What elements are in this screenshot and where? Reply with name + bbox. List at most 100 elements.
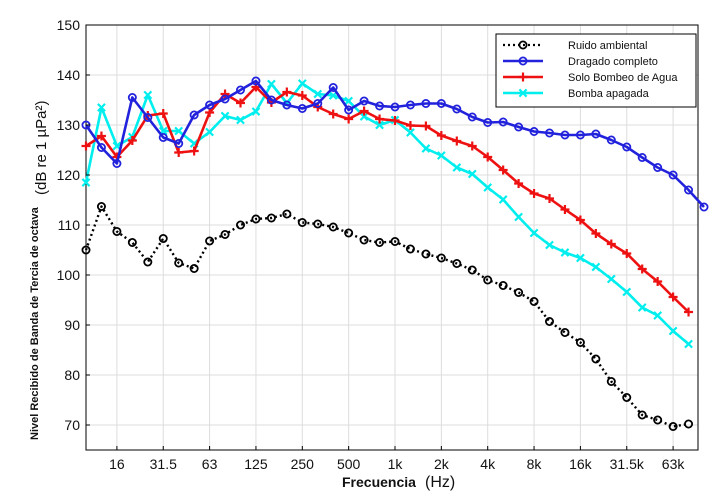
data-point: [344, 228, 354, 238]
legend-box: [495, 33, 697, 108]
x-tick-labels: 16 31.5 63 125 250 500 1k 2k 4k 8k 16k 31.5k 63k: [109, 446, 685, 472]
data-point: [576, 253, 585, 263]
data-point: [467, 112, 477, 122]
y-tick-label: 150: [57, 17, 81, 33]
data-point: [205, 100, 215, 110]
data-point: [529, 228, 539, 238]
x-tick-label: 8k: [527, 456, 543, 472]
data-point: [452, 258, 462, 268]
legend-marker: [518, 56, 528, 66]
data-point: [235, 220, 245, 230]
data-point: [575, 337, 585, 347]
data-point: [575, 215, 585, 225]
data-point: [483, 152, 493, 162]
data-point: [297, 91, 307, 100]
data-point: [174, 138, 184, 148]
data-point: [622, 392, 632, 402]
data-point: [668, 292, 678, 302]
data-point: [684, 339, 693, 349]
data-point: [545, 128, 555, 138]
data-point: [452, 104, 462, 114]
data-point: [606, 274, 616, 284]
legend: Ruido ambiental Dragado completo Solo Bomb…: [495, 33, 697, 108]
data-point: [622, 142, 632, 152]
data-point: [81, 178, 91, 187]
data-point: [344, 114, 354, 124]
data-point: [189, 110, 199, 120]
data-point: [344, 96, 354, 106]
y-tick-label: 130: [57, 117, 81, 133]
data-point: [112, 226, 122, 236]
data-point: [375, 114, 385, 124]
data-point: [560, 205, 570, 214]
data-point: [266, 213, 276, 223]
data-point: [653, 415, 663, 425]
data-point: [575, 130, 585, 140]
data-point: [467, 141, 477, 151]
data-point: [529, 189, 539, 198]
x-tick-label: 31.5: [150, 456, 177, 472]
data-point: [498, 117, 508, 127]
x-tick-label: 4k: [480, 456, 496, 472]
data-point: [514, 122, 524, 132]
y-tick-label: 110: [58, 217, 81, 233]
data-point: [174, 126, 184, 136]
data-point: [220, 229, 230, 239]
data-point: [514, 287, 524, 297]
data-point: [375, 101, 385, 111]
y-axis-unit: (dB re 1 µPa²): [33, 100, 50, 195]
data-point: [498, 165, 508, 175]
data-point: [328, 83, 338, 93]
legend-entry: Solo Bombeo de Agua: [568, 72, 678, 84]
data-point: [436, 151, 446, 160]
legend-entry: Ruido ambiental: [568, 40, 648, 52]
data-point: [390, 102, 400, 112]
data-point: [699, 202, 709, 212]
data-point: [560, 327, 570, 337]
data-point: [220, 89, 230, 99]
data-point: [421, 121, 431, 131]
data-point: [189, 263, 199, 273]
data-point: [282, 209, 292, 219]
data-point: [174, 148, 184, 157]
legend-entry: Bomba apagada: [568, 88, 650, 100]
data-point: [96, 142, 106, 152]
data-point: [174, 258, 184, 268]
data-point: [684, 419, 694, 429]
data-point: [235, 85, 245, 95]
data-point: [220, 94, 230, 104]
y-tick-label: 120: [57, 167, 81, 183]
data-point: [344, 105, 354, 115]
x-tick-label: 2k: [434, 456, 450, 472]
x-tick-label: 16k: [569, 456, 593, 472]
data-point: [405, 121, 415, 130]
data-point: [591, 229, 601, 238]
data-point: [467, 265, 477, 275]
data-point: [251, 107, 261, 116]
x-tick-label: 250: [291, 456, 315, 472]
x-tick-label: 500: [337, 456, 361, 472]
data-point: [421, 144, 431, 153]
data-point: [158, 132, 168, 142]
data-point: [328, 222, 338, 232]
data-point: [684, 185, 694, 195]
series-solo-bombeo-de-agua: [81, 82, 694, 317]
legend-marker: [518, 72, 528, 82]
series-bomba-apagada: [81, 79, 693, 349]
data-point: [483, 183, 493, 192]
data-point: [189, 146, 199, 156]
data-point: [375, 120, 384, 130]
data-point: [266, 95, 276, 105]
data-point: [297, 104, 307, 114]
data-point: [405, 244, 415, 254]
data-point: [359, 106, 369, 116]
data-point: [436, 99, 446, 109]
data-point: [112, 158, 122, 168]
data-point: [220, 111, 230, 121]
data-point: [390, 116, 400, 125]
y-tick-label: 100: [57, 267, 81, 283]
data-point: [529, 296, 539, 306]
data-point: [637, 410, 647, 420]
data-point: [653, 277, 663, 286]
data-point: [591, 354, 601, 364]
